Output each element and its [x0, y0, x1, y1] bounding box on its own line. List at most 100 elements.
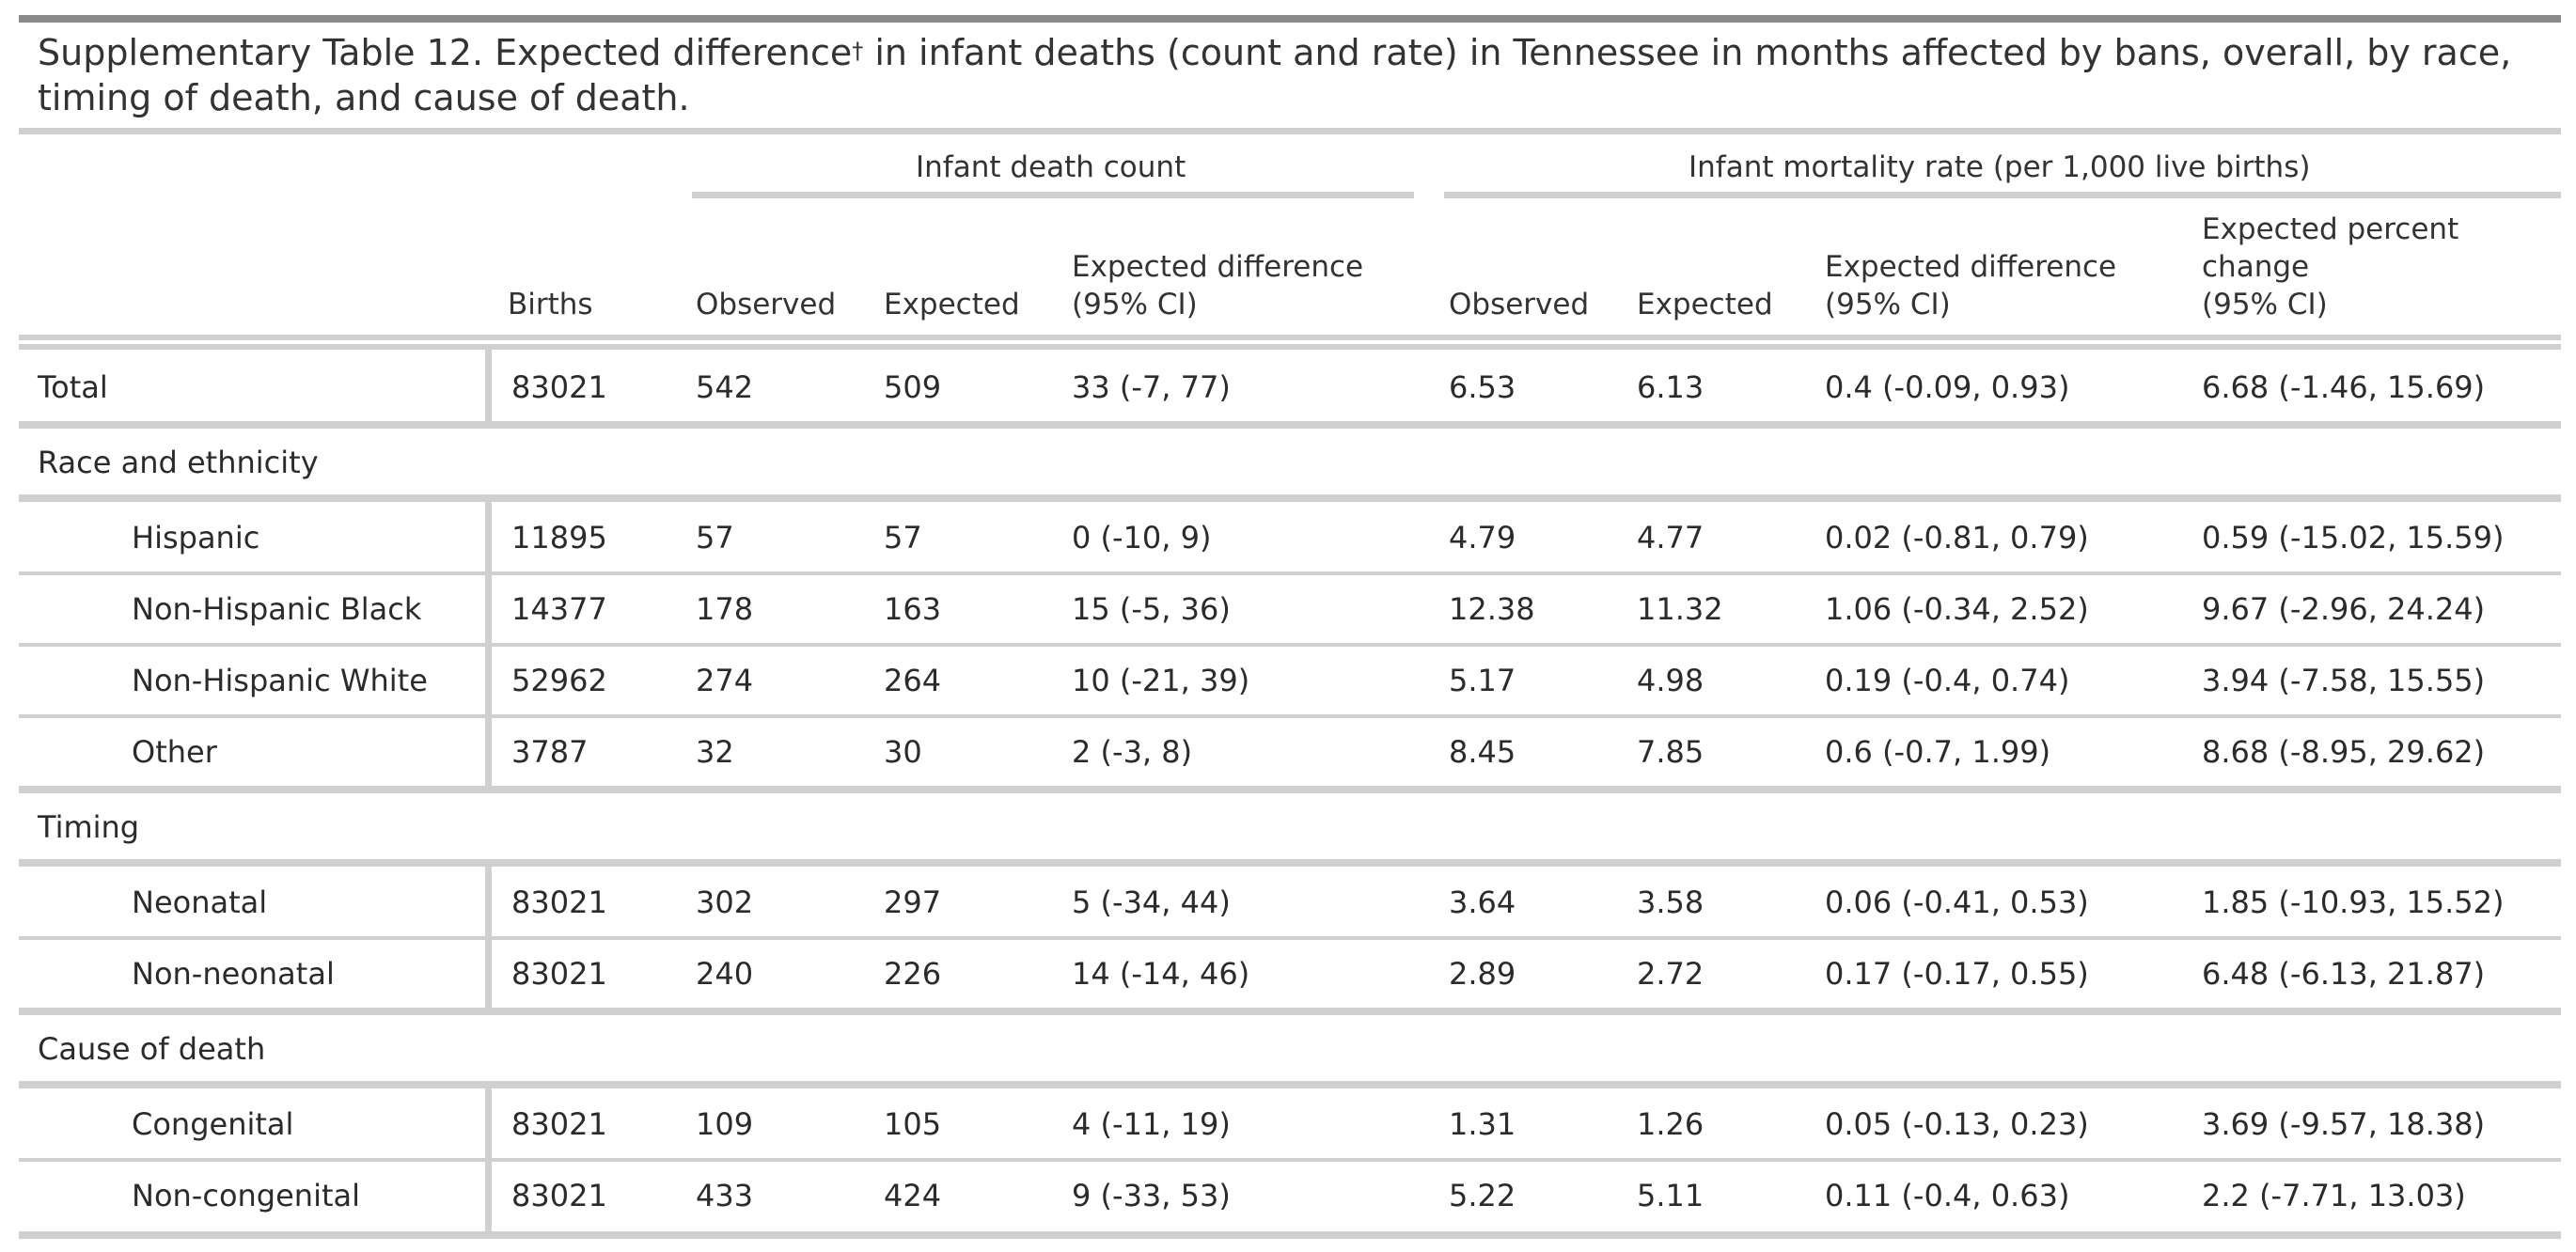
cell-percent-change: 1.85 (-10.93, 15.52): [2202, 884, 2505, 920]
cell-count-difference: 9 (-33, 53): [1072, 1178, 1231, 1213]
row-rule: [19, 1008, 2561, 1015]
cell-count-difference: 2 (-3, 8): [1072, 734, 1193, 770]
cell-births: 83021: [511, 369, 607, 405]
section-rule: [19, 859, 2561, 867]
cell-rate-expected: 11.32: [1637, 591, 1723, 627]
cell-rate-difference: 0.11 (-0.4, 0.63): [1825, 1178, 2070, 1213]
cell-rate-difference: 0.17 (-0.17, 0.55): [1825, 956, 2089, 992]
cell-percent-change: 9.67 (-2.96, 24.24): [2202, 591, 2486, 627]
cell-rate-expected: 2.72: [1637, 956, 1704, 992]
col-header-rate-difference: Expected difference (95% CI): [1825, 248, 2116, 323]
cell-count-difference: 33 (-7, 77): [1072, 369, 1231, 405]
cell-births: 3787: [511, 734, 589, 770]
stub-separator: [485, 350, 492, 421]
row-rule: [19, 714, 2561, 718]
col-header-births: Births: [508, 288, 593, 321]
section-heading-cause-of-death: Cause of death: [38, 1031, 266, 1067]
cell-percent-change: 6.68 (-1.46, 15.69): [2202, 369, 2486, 405]
section-heading-race-ethnicity: Race and ethnicity: [38, 445, 319, 480]
cell-births: 83021: [511, 1178, 607, 1213]
cell-count-expected: 105: [884, 1106, 942, 1142]
col-header-count-observed: Observed: [696, 288, 837, 321]
row-rule: [19, 936, 2561, 940]
cell-count-observed: 274: [696, 663, 754, 698]
col-header-count-difference: Expected difference (95% CI): [1072, 248, 1363, 323]
row-label: Total: [38, 369, 108, 405]
cell-births: 83021: [511, 884, 607, 920]
cell-percent-change: 0.59 (-15.02, 15.59): [2202, 520, 2505, 556]
col-header-rate-expected: Expected: [1637, 288, 1773, 321]
row-label: Other: [132, 734, 217, 770]
cell-percent-change: 3.69 (-9.57, 18.38): [2202, 1106, 2486, 1142]
cell-count-difference: 15 (-5, 36): [1072, 591, 1231, 627]
spanner-rule-rate: [1444, 192, 2561, 198]
table-title: Supplementary Table 12. Expected differe…: [38, 32, 2512, 118]
row-label: Hispanic: [132, 520, 260, 556]
cell-rate-expected: 4.77: [1637, 520, 1704, 556]
row-rule: [19, 571, 2561, 575]
cell-count-difference: 0 (-10, 9): [1072, 520, 1212, 556]
cell-rate-expected: 1.26: [1637, 1106, 1704, 1142]
cell-percent-change: 3.94 (-7.58, 15.55): [2202, 663, 2486, 698]
cell-count-observed: 302: [696, 884, 754, 920]
cell-count-expected: 424: [884, 1178, 942, 1213]
cell-count-expected: 509: [884, 369, 942, 405]
cell-rate-expected: 3.58: [1637, 884, 1704, 920]
cell-count-observed: 433: [696, 1178, 754, 1213]
cell-count-difference: 14 (-14, 46): [1072, 956, 1250, 992]
section-rule: [19, 494, 2561, 502]
cell-rate-expected: 6.13: [1637, 369, 1704, 405]
cell-count-observed: 240: [696, 956, 754, 992]
top-rule: [19, 15, 2561, 23]
cell-rate-difference: 1.06 (-0.34, 2.52): [1825, 591, 2089, 627]
col-header-rate-difference-line2: (95% CI): [1825, 288, 1951, 321]
row-rule: [19, 643, 2561, 647]
title-rule: [19, 128, 2561, 134]
cell-count-expected: 264: [884, 663, 942, 698]
cell-rate-observed: 5.17: [1449, 663, 1516, 698]
cell-count-difference: 4 (-11, 19): [1072, 1106, 1231, 1142]
col-header-rate-difference-line1: Expected difference: [1825, 250, 2117, 284]
cell-count-expected: 163: [884, 591, 942, 627]
cell-rate-difference: 0.4 (-0.09, 0.93): [1825, 369, 2070, 405]
section-rule: [19, 1081, 2561, 1088]
spanner-infant-death-count: Infant death count: [916, 150, 1186, 184]
col-header-percent-change-line1: Expected percent: [2202, 212, 2459, 246]
cell-rate-observed: 1.31: [1449, 1106, 1516, 1142]
cell-rate-observed: 8.45: [1449, 734, 1516, 770]
row-label: Non-Hispanic Black: [132, 591, 422, 627]
spanner-infant-mortality-rate: Infant mortality rate (per 1,000 live bi…: [1689, 150, 2311, 184]
cell-rate-observed: 12.38: [1449, 591, 1535, 627]
col-header-percent-change-line3: (95% CI): [2202, 288, 2328, 321]
cell-births: 83021: [511, 1106, 607, 1142]
row-label: Non-congenital: [132, 1178, 361, 1213]
row-label: Non-neonatal: [132, 956, 335, 992]
cell-rate-observed: 6.53: [1449, 369, 1516, 405]
cell-count-expected: 297: [884, 884, 942, 920]
cell-count-expected: 57: [884, 520, 922, 556]
cell-rate-expected: 7.85: [1637, 734, 1704, 770]
cell-count-observed: 32: [696, 734, 734, 770]
cell-count-expected: 226: [884, 956, 942, 992]
cell-rate-difference: 0.06 (-0.41, 0.53): [1825, 884, 2089, 920]
section-heading-timing: Timing: [38, 809, 140, 845]
row-rule: [19, 786, 2561, 793]
header-rule-2: [19, 344, 2561, 350]
cell-rate-observed: 5.22: [1449, 1178, 1516, 1213]
cell-rate-difference: 0.02 (-0.81, 0.79): [1825, 520, 2089, 556]
cell-count-observed: 178: [696, 591, 754, 627]
cell-rate-difference: 0.19 (-0.4, 0.74): [1825, 663, 2070, 698]
spanner-rule-count: [692, 192, 1414, 198]
cell-count-observed: 542: [696, 369, 754, 405]
cell-births: 83021: [511, 956, 607, 992]
cell-rate-observed: 2.89: [1449, 956, 1516, 992]
cell-births: 52962: [511, 663, 607, 698]
cell-count-expected: 30: [884, 734, 922, 770]
row-rule: [19, 1158, 2561, 1162]
row-rule: [19, 421, 2561, 429]
cell-rate-expected: 4.98: [1637, 663, 1704, 698]
cell-count-observed: 57: [696, 520, 734, 556]
row-label: Neonatal: [132, 884, 268, 920]
bottom-rule: [19, 1231, 2561, 1239]
